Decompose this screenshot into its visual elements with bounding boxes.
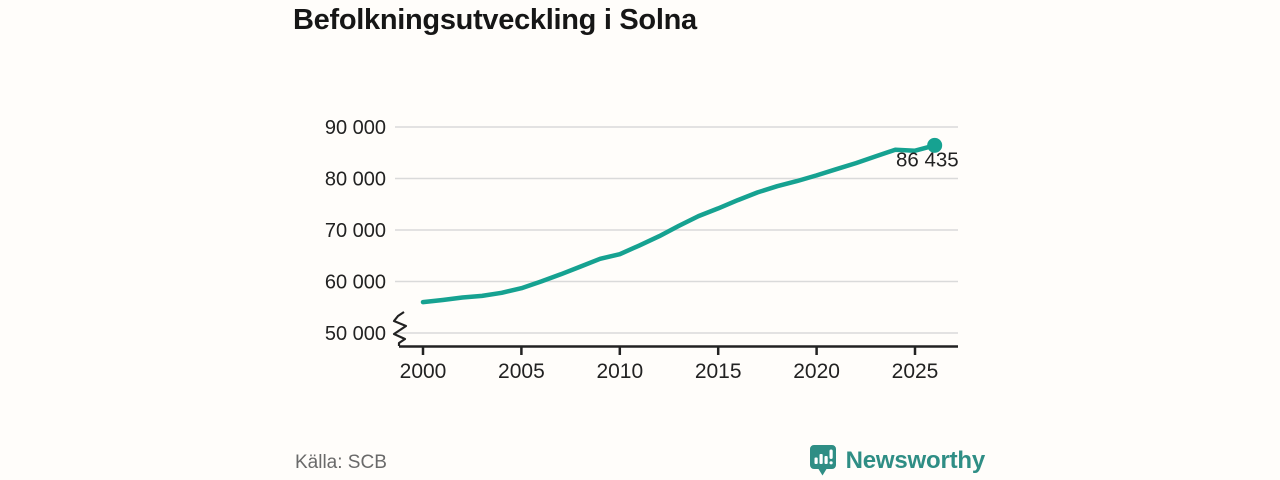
- axis-break-icon: [392, 311, 408, 346]
- y-tick-label: 50 000: [325, 323, 386, 345]
- endpoint-dot: [927, 137, 943, 153]
- x-tick-label: 2005: [498, 360, 545, 383]
- x-tick-label: 2025: [892, 360, 939, 383]
- x-tick-label: 2000: [400, 360, 447, 383]
- x-tick-label: 2015: [695, 360, 742, 383]
- chart-title: Befolkningsutveckling i Solna: [293, 4, 697, 36]
- x-tick-label: 2010: [596, 360, 643, 383]
- y-tick-label: 90 000: [325, 117, 386, 139]
- y-tick-label: 80 000: [325, 169, 386, 191]
- source-label: Källa: SCB: [295, 452, 387, 473]
- newsworthy-logo: Newsworthy: [809, 444, 985, 477]
- newsworthy-logo-text: Newsworthy: [845, 446, 986, 474]
- y-tick-label: 70 000: [325, 220, 386, 242]
- endpoint-value-label: 86 435: [896, 148, 959, 171]
- population-series-line: [420, 143, 937, 305]
- newsworthy-bar-chart-speech-bubble-icon: [809, 445, 836, 476]
- y-tick-label: 60 000: [325, 272, 386, 294]
- x-tick-label: 2020: [793, 360, 840, 383]
